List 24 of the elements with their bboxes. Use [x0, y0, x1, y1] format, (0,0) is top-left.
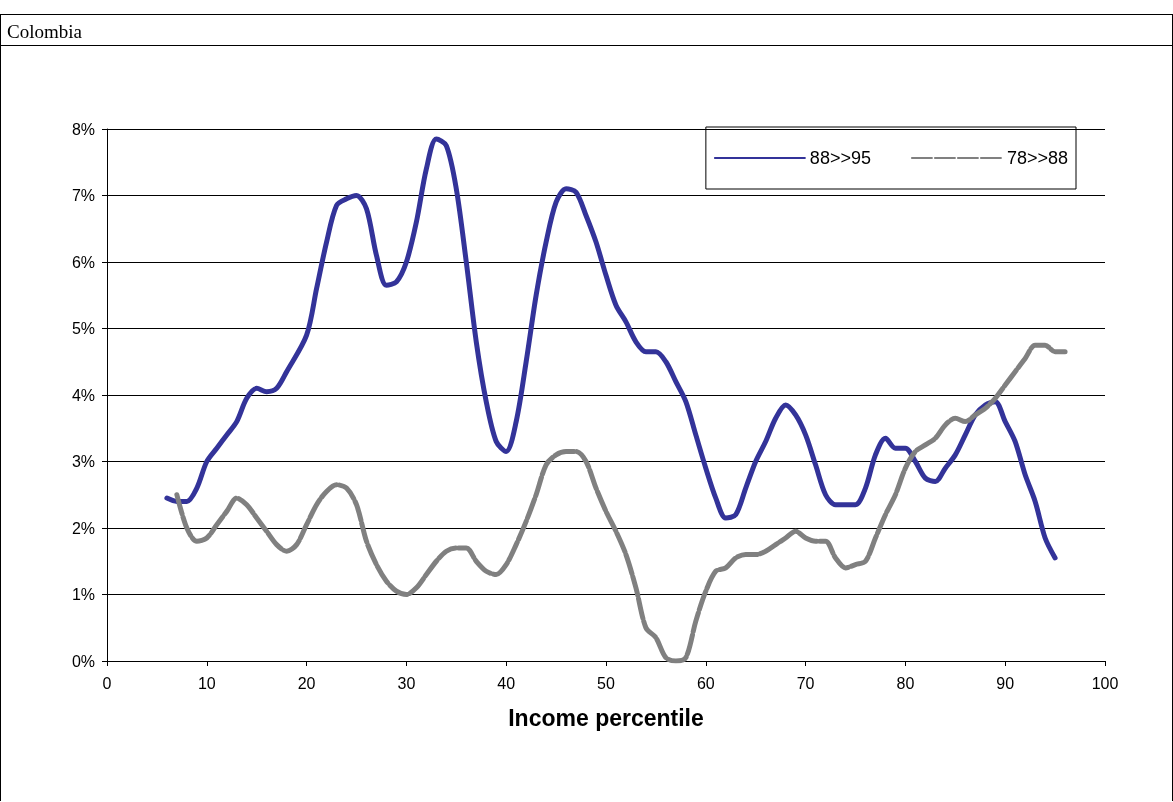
x-tick-label: 60 [696, 674, 715, 692]
y-tick-label: 2% [71, 519, 95, 537]
y-tick-label: 3% [71, 453, 95, 470]
y-tick-label: 7% [71, 187, 95, 204]
y-tick-label: 8% [71, 120, 95, 138]
x-tick-label: 20 [297, 674, 316, 692]
legend-label: 78>>88 [1006, 148, 1069, 168]
y-tick-label: 4% [71, 386, 95, 404]
x-tick-label: 30 [397, 674, 416, 692]
y-tick-label: 6% [71, 253, 95, 271]
x-tick-label: 40 [497, 674, 516, 692]
x-tick-label: 70 [796, 674, 815, 692]
x-tick-label: 80 [896, 674, 915, 692]
x-tick-label: 0 [102, 674, 112, 692]
chart-title: Colombia [1, 15, 1172, 46]
x-tick-label: 100 [1091, 674, 1119, 692]
x-tick-label: 90 [996, 674, 1015, 692]
legend-label: 88>>95 [809, 148, 871, 168]
x-axis-title: Income percentile [508, 704, 704, 731]
y-tick-label: 1% [71, 586, 95, 603]
y-tick-label: 5% [71, 320, 95, 337]
x-tick-label: 10 [197, 674, 216, 692]
x-tick-label: 50 [597, 674, 615, 692]
y-tick-label: 0% [71, 652, 95, 670]
